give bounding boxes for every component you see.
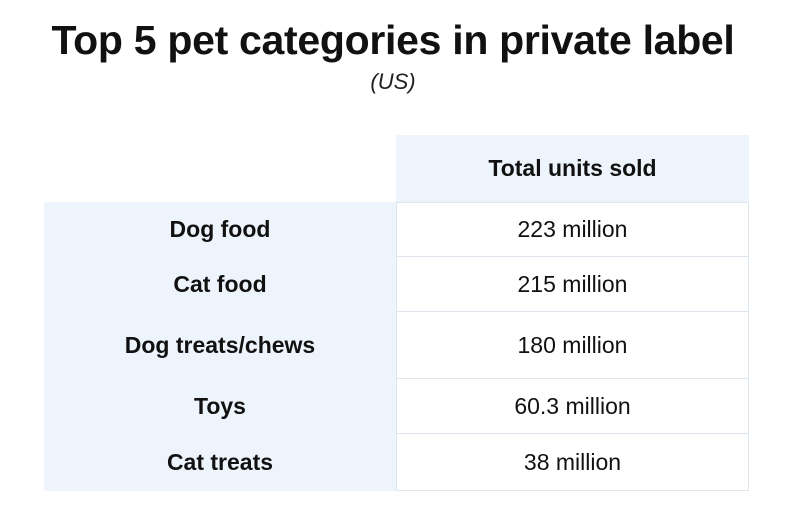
row-value: 38 million [396,434,749,491]
row-value: 223 million [396,202,749,257]
row-value: 215 million [396,257,749,312]
table-row: Toys 60.3 million [44,379,749,434]
row-value: 180 million [396,312,749,379]
table-row: Dog food 223 million [44,202,749,257]
row-label: Dog treats/chews [44,312,396,379]
row-value: 60.3 million [396,379,749,434]
data-table: Total units sold Dog food 223 million Ca… [44,135,749,491]
table-row: Dog treats/chews 180 million [44,312,749,379]
row-label: Toys [44,379,396,434]
table-row: Cat food 215 million [44,257,749,312]
row-label: Dog food [44,202,396,257]
row-label: Cat food [44,257,396,312]
row-label: Cat treats [44,434,396,491]
column-header-total-units-sold: Total units sold [396,135,749,202]
chart-subtitle: (US) [370,69,416,94]
table-header-row: Total units sold [44,135,749,202]
chart-title: Top 5 pet categories in private label [51,17,735,63]
table-row: Cat treats 38 million [44,434,749,491]
